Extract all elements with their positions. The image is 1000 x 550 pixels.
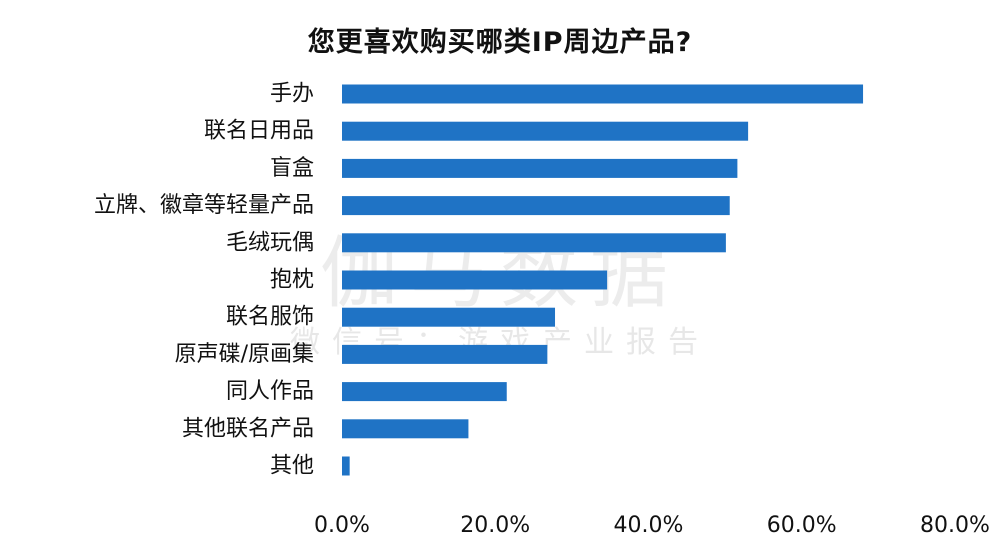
bar-4 (342, 233, 726, 253)
bar-8 (342, 382, 507, 402)
category-label-2: 盲盒 (270, 156, 314, 181)
bar-2 (342, 158, 738, 178)
bar-10 (342, 456, 350, 476)
category-label-4: 毛绒玩偶 (226, 230, 314, 255)
x-axis-tick-labels: 0.0% 20.0% 40.0% 60.0% 80.0% (314, 513, 990, 538)
bar-0 (342, 84, 864, 104)
category-label-9: 其他联名产品 (182, 416, 314, 441)
category-label-7: 原声碟/原画集 (175, 342, 314, 367)
x-tick-label-1: 20.0% (460, 513, 530, 538)
x-tick-label-0: 0.0% (314, 513, 370, 538)
category-label-1: 联名日用品 (204, 119, 314, 144)
bar-6 (342, 307, 556, 327)
category-label-8: 同人作品 (226, 379, 314, 404)
category-label-10: 其他 (270, 454, 314, 479)
x-tick-label-4: 80.0% (920, 513, 990, 538)
x-tick-label-3: 60.0% (767, 513, 837, 538)
bar-1 (342, 121, 749, 141)
category-labels: 手办联名日用品盲盒立牌、徽章等轻量产品毛绒玩偶抱枕联名服饰原声碟/原画集同人作品… (94, 82, 314, 479)
chart-title: 您更喜欢购买哪类IP周边产品? (307, 27, 693, 58)
category-label-5: 抱枕 (270, 268, 314, 293)
category-label-3: 立牌、徽章等轻量产品 (94, 193, 314, 218)
bar-9 (342, 419, 469, 439)
bar-7 (342, 344, 548, 364)
x-tick-label-2: 40.0% (614, 513, 684, 538)
bar-3 (342, 196, 730, 216)
category-label-6: 联名服饰 (226, 305, 314, 330)
bar-5 (342, 270, 608, 290)
category-label-0: 手办 (270, 82, 314, 107)
bar-series (342, 84, 864, 476)
